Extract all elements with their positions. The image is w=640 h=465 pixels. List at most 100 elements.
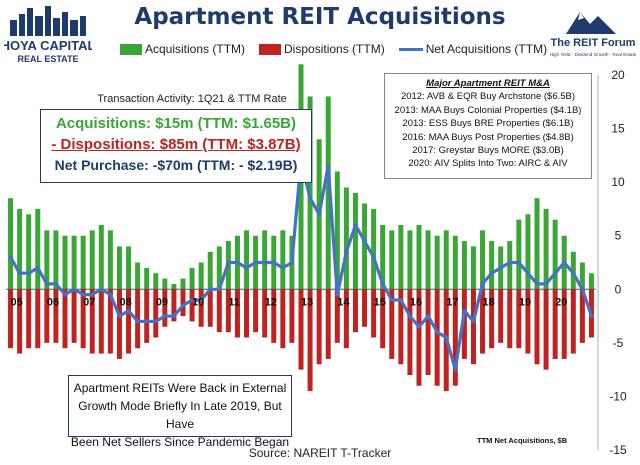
net-point bbox=[516, 260, 521, 265]
acquisition-bar bbox=[371, 208, 377, 290]
disposition-bar bbox=[234, 289, 240, 338]
mna-box: Major Apartment REIT M&A 2012: AVB & EQR… bbox=[384, 73, 592, 179]
disposition-bar bbox=[480, 289, 486, 354]
disposition-bar bbox=[470, 289, 476, 365]
acquisition-bar bbox=[534, 198, 540, 290]
disposition-bar bbox=[434, 289, 440, 386]
net-point bbox=[26, 271, 31, 276]
forum-title: The REIT Forum bbox=[551, 37, 636, 49]
y-tick-label: 15 bbox=[611, 122, 625, 136]
x-tick-label: 15 bbox=[374, 296, 386, 308]
net-point bbox=[144, 319, 149, 324]
disposition-bar bbox=[325, 289, 331, 359]
net-point bbox=[190, 298, 194, 302]
disposition-bar bbox=[89, 289, 95, 354]
net-point bbox=[253, 260, 258, 265]
disposition-bar bbox=[107, 289, 113, 354]
net-point bbox=[8, 255, 13, 260]
disposition-bar bbox=[44, 289, 50, 343]
x-tick-label: 18 bbox=[483, 296, 495, 308]
acquisition-bar bbox=[8, 198, 14, 290]
net-point bbox=[44, 282, 49, 286]
legend-swatch-green bbox=[120, 44, 142, 56]
net-point bbox=[435, 330, 440, 335]
y-axis-unit: TTM Net Acquisitions, $B bbox=[477, 436, 568, 445]
x-tick-label: 16 bbox=[410, 296, 422, 308]
net-point bbox=[72, 287, 76, 292]
net-point bbox=[344, 249, 349, 254]
net-point bbox=[408, 314, 412, 318]
acquisition-bar bbox=[407, 230, 413, 290]
net-point bbox=[308, 196, 312, 201]
acquisition-bar bbox=[153, 273, 159, 290]
acquisition-bar bbox=[398, 225, 404, 290]
callout-line: Been Net Sellers Since Pandemic Began bbox=[70, 435, 290, 449]
summary-acquisitions: Acquisitions: $15m (TTM: $1.65B) bbox=[55, 115, 297, 132]
acquisition-bar bbox=[452, 235, 458, 290]
net-point bbox=[498, 265, 503, 270]
net-point bbox=[562, 260, 567, 265]
disposition-bar bbox=[271, 289, 277, 343]
net-point bbox=[226, 260, 231, 265]
y-tick-label: 10 bbox=[611, 175, 625, 189]
y-tick-label: 0 bbox=[615, 282, 622, 296]
net-point bbox=[426, 314, 430, 318]
acquisition-bar bbox=[116, 246, 122, 290]
net-point bbox=[54, 282, 58, 286]
disposition-bar bbox=[452, 289, 458, 386]
acquisition-bar bbox=[180, 278, 186, 290]
net-point bbox=[480, 282, 485, 286]
net-point bbox=[389, 298, 394, 302]
acquisition-bar bbox=[98, 225, 104, 290]
disposition-bar bbox=[98, 289, 104, 354]
net-point bbox=[380, 282, 385, 286]
disposition-bar bbox=[525, 289, 531, 354]
disposition-bar bbox=[362, 289, 368, 327]
acquisition-bar bbox=[262, 230, 268, 290]
acquisition-bar bbox=[343, 187, 349, 290]
net-point bbox=[117, 314, 122, 318]
net-point bbox=[208, 287, 213, 292]
acquisition-bar bbox=[552, 219, 558, 290]
acquisition-bar bbox=[362, 203, 368, 290]
acquisition-bar bbox=[62, 235, 68, 290]
disposition-bar bbox=[189, 289, 195, 322]
y-tick-label: -5 bbox=[613, 336, 624, 350]
disposition-bar bbox=[543, 289, 549, 370]
acquisition-bar bbox=[461, 241, 467, 290]
callout-line: Apartment REITs Were Back in External bbox=[73, 381, 287, 395]
net-point bbox=[217, 287, 222, 292]
net-point bbox=[126, 308, 131, 313]
acquisition-bar bbox=[570, 251, 576, 290]
acquisition-bar bbox=[80, 235, 86, 290]
disposition-bar bbox=[262, 289, 268, 338]
acquisition-bar bbox=[216, 246, 222, 290]
reit-forum-logo: The REIT Forum High Yield · Dividend Gro… bbox=[550, 12, 637, 57]
disposition-bar bbox=[579, 289, 585, 343]
acquisition-bar bbox=[144, 267, 150, 290]
acquisition-bar bbox=[198, 262, 204, 290]
net-point bbox=[398, 298, 403, 302]
disposition-bar bbox=[244, 289, 250, 338]
disposition-bar bbox=[144, 289, 150, 343]
disposition-bar bbox=[516, 289, 522, 349]
acquisition-bar bbox=[126, 246, 132, 290]
disposition-bar bbox=[153, 289, 159, 338]
x-tick-label: 11 bbox=[228, 296, 240, 308]
disposition-bar bbox=[352, 289, 358, 333]
mna-line: 2012: AVB & EQR Buy Archstone ($6.5B) bbox=[400, 91, 576, 103]
acquisition-bar bbox=[434, 235, 440, 290]
net-point bbox=[417, 324, 421, 329]
legend-swatch-line bbox=[398, 48, 423, 52]
x-tick-label: 06 bbox=[47, 296, 59, 308]
net-point bbox=[81, 292, 86, 297]
acquisition-bar bbox=[389, 230, 395, 290]
disposition-bar bbox=[280, 289, 286, 349]
mna-line: 2016: MAA Buys Post Properties ($4.8B) bbox=[402, 131, 574, 143]
x-axis-ticks: 05 06 07 08 09 10 11 12 13 14 15 16 17 18 19 20 bbox=[11, 296, 568, 308]
mna-line: 2020: AIV Splits Into Two: AIRC & AIV bbox=[408, 158, 568, 170]
acquisition-bar bbox=[107, 230, 113, 290]
disposition-bar bbox=[489, 289, 495, 349]
net-point bbox=[235, 260, 240, 265]
net-point bbox=[181, 303, 185, 308]
